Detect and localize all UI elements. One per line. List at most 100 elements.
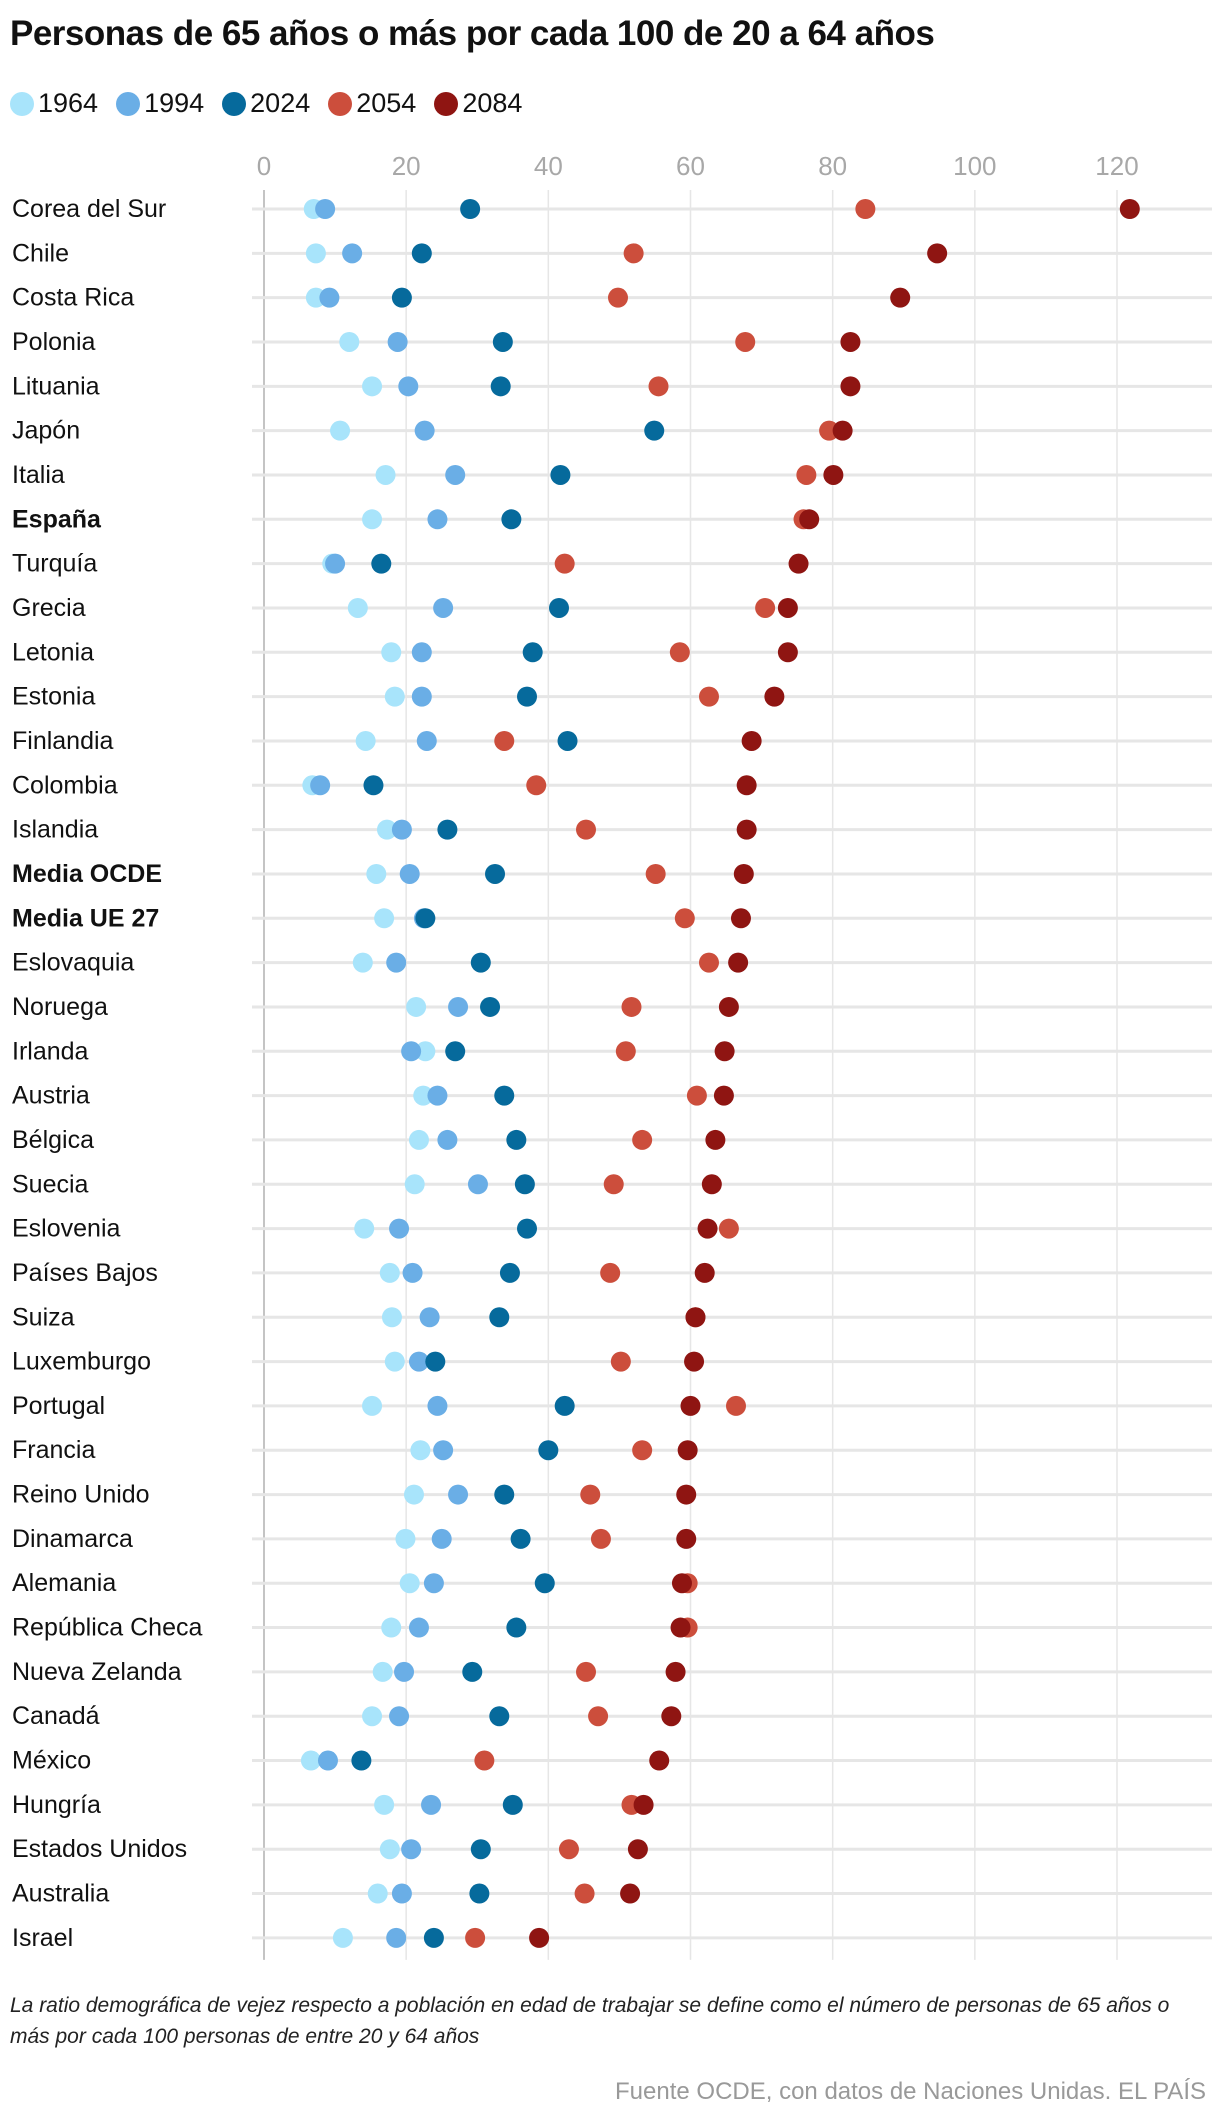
dot-2024 [425, 1351, 446, 1372]
dot-1994 [387, 331, 408, 352]
dot-2024 [522, 642, 543, 663]
dot-2024 [550, 464, 571, 485]
dot-2054 [669, 642, 690, 663]
source-credit: Fuente OCDE, con datos de Naciones Unida… [615, 2078, 1206, 2105]
dot-1994 [448, 1484, 469, 1505]
dot-2084 [736, 775, 757, 796]
country-label: Japón [12, 417, 80, 445]
dot-2054 [607, 287, 628, 308]
dot-2084 [661, 1706, 682, 1727]
country-label: Reino Unido [12, 1481, 150, 1509]
dot-1964 [376, 819, 397, 840]
country-label: Luxemburgo [12, 1348, 151, 1376]
country-label: Nueva Zelanda [12, 1658, 182, 1686]
dot-2024 [485, 863, 506, 884]
country-label: Finlandia [12, 727, 114, 755]
dot-1964 [415, 1041, 436, 1062]
dot-2084 [694, 1262, 715, 1283]
dot-2054 [610, 1351, 631, 1372]
dot-1994 [419, 1307, 440, 1328]
dot-2084 [649, 1750, 670, 1771]
dot-2024 [489, 1307, 510, 1328]
legend-dot [10, 91, 34, 116]
dot-1994 [394, 1661, 415, 1682]
dot-1964 [362, 509, 383, 530]
dot-2084 [832, 420, 853, 441]
dot-2084 [670, 1617, 691, 1638]
dot-1964 [374, 908, 395, 929]
legend-dot [222, 91, 247, 116]
dot-2054 [590, 1528, 611, 1549]
country-label: Australia [12, 1880, 109, 1908]
dot-2054 [558, 1839, 579, 1860]
country-label: Austria [12, 1082, 90, 1110]
dot-2054 [632, 1440, 653, 1461]
dot-1964 [375, 464, 396, 485]
chart-title: Personas de 65 años o más por cada 100 d… [10, 14, 935, 53]
dot-2084 [736, 819, 757, 840]
legend: 1964 1994 2024 2054 2084 [10, 88, 522, 119]
dot-1964 [347, 597, 368, 618]
legend-dot [328, 91, 353, 116]
dot-1994 [427, 1395, 448, 1416]
dot-2084 [714, 1041, 735, 1062]
dot-2084 [680, 1395, 701, 1416]
dot-1964 [305, 243, 326, 264]
dot-1964 [404, 1174, 425, 1195]
dot-1964 [362, 376, 383, 397]
dot-2024 [489, 1706, 510, 1727]
dot-1994 [342, 243, 363, 264]
dot-1964 [339, 331, 360, 352]
dot-2054 [526, 775, 547, 796]
dot-2084 [890, 287, 911, 308]
x-tick-label: 100 [953, 151, 996, 181]
dot-2084 [684, 1351, 705, 1372]
dot-1994 [408, 1351, 429, 1372]
dot-1964 [399, 1573, 420, 1594]
dot-2054 [588, 1706, 609, 1727]
country-label: Costa Rica [12, 284, 134, 312]
country-label: Irlanda [12, 1037, 89, 1065]
dot-2024 [510, 1528, 531, 1549]
x-tick-label: 60 [676, 151, 705, 181]
country-label: Turquía [12, 550, 97, 578]
dot-2084 [676, 1528, 697, 1549]
dot-1964 [379, 1262, 400, 1283]
dot-2024 [437, 819, 458, 840]
dot-2084 [685, 1307, 706, 1328]
dot-2054 [615, 1041, 636, 1062]
legend-item-2024: 2024 [222, 88, 310, 119]
dot-1994 [386, 952, 407, 973]
legend-item-1994: 1994 [116, 88, 204, 119]
dot-1994 [399, 863, 420, 884]
dot-1964 [379, 1839, 400, 1860]
dot-2084 [676, 1484, 697, 1505]
dot-2024 [445, 1041, 466, 1062]
country-label: Alemania [12, 1569, 116, 1597]
dot-2054 [600, 1262, 621, 1283]
dot-1994 [421, 1794, 442, 1815]
dot-1994 [427, 1085, 448, 1106]
country-label: Estonia [12, 683, 95, 711]
dot-1964 [410, 1440, 431, 1461]
country-label: Bélgica [12, 1126, 94, 1154]
country-label: Colombia [12, 771, 118, 799]
dot-2084 [733, 863, 754, 884]
legend-label: 1994 [144, 88, 205, 118]
dot-2084 [627, 1839, 648, 1860]
country-label: Islandia [12, 816, 98, 844]
dot-2054 [574, 1883, 595, 1904]
dot-1964 [413, 1085, 434, 1106]
country-label: Francia [12, 1436, 95, 1464]
dot-1994 [448, 996, 469, 1017]
dot-2024 [391, 287, 412, 308]
dot-2024 [548, 597, 569, 618]
dot-1964 [330, 420, 351, 441]
dot-2054 [725, 1395, 746, 1416]
dot-1964 [406, 996, 427, 1017]
dot-2054 [855, 199, 876, 219]
dot-2024 [534, 1573, 555, 1594]
dot-2024 [644, 420, 665, 441]
country-label: Países Bajos [12, 1259, 158, 1287]
dot-2024 [469, 1883, 490, 1904]
